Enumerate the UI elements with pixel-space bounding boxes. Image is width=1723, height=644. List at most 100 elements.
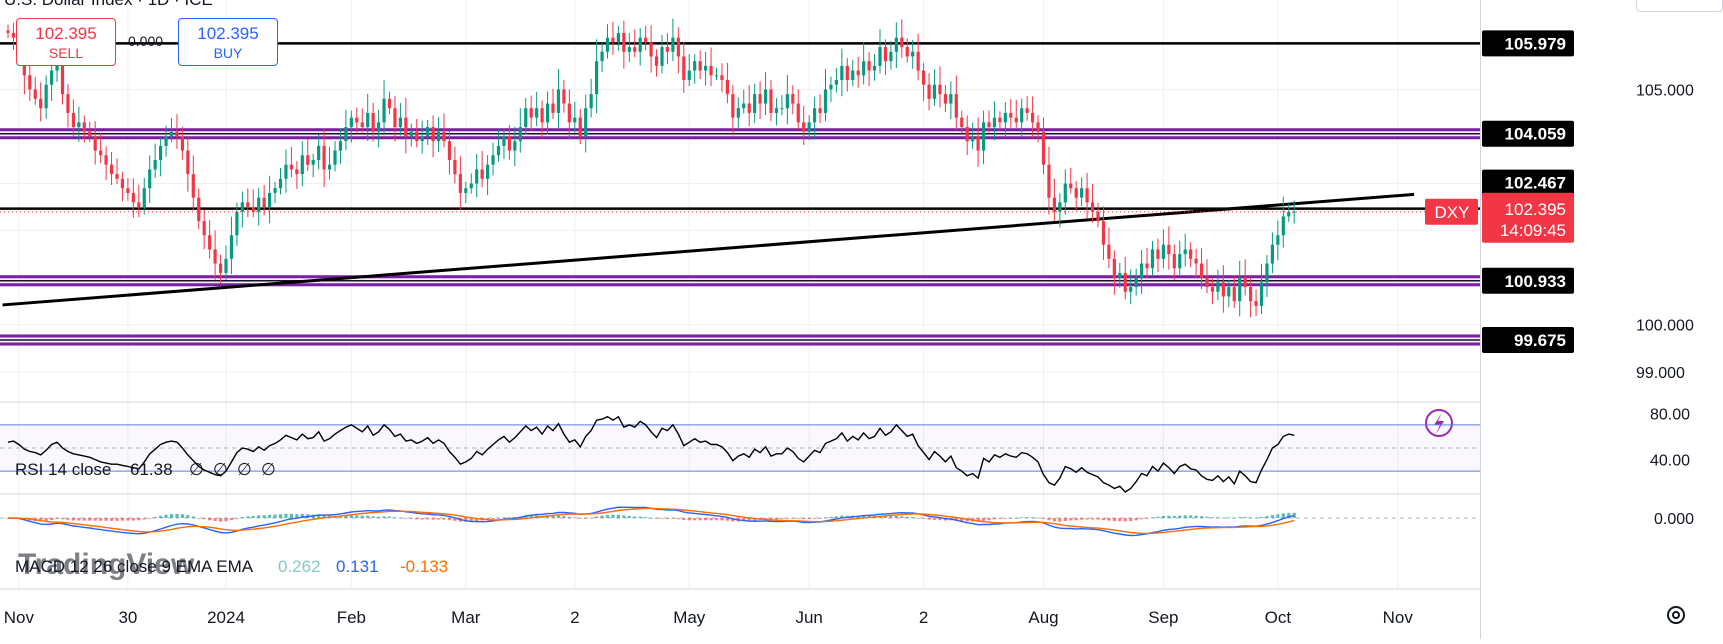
candle-body <box>1041 131 1046 165</box>
candle-body <box>246 202 250 208</box>
gear-icon[interactable] <box>1663 602 1689 628</box>
candle-body <box>687 70 691 80</box>
candle-body <box>540 108 544 123</box>
macd-hist-bar <box>164 514 168 518</box>
macd-hist-bar <box>284 513 288 518</box>
macd-hist-bar <box>447 518 452 521</box>
buy-button[interactable]: 102.395 BUY <box>178 18 278 66</box>
macd-hist-bar <box>1183 515 1187 518</box>
macd-label: MACD 12 26 close 9 EMA EMA <box>15 557 254 576</box>
macd-signal-line <box>8 507 1295 535</box>
macd-hist-bar <box>573 517 577 519</box>
macd-hist-bar <box>862 515 866 518</box>
candle-body <box>932 84 937 99</box>
level-price-label: 100.933 <box>1505 272 1566 291</box>
candle-body <box>1140 263 1144 278</box>
macd-hist-bar <box>66 518 70 520</box>
candle-body <box>218 263 223 273</box>
candle-body <box>529 108 533 118</box>
macd-hist-bar <box>387 516 392 518</box>
candle-body <box>1074 188 1078 198</box>
sell-button[interactable]: 102.395 SELL <box>16 18 116 66</box>
price-axis[interactable]: 105.000 100.000 99.000 80.00 40.00 0.000 <box>1481 0 1723 639</box>
time-axis[interactable]: Nov 30 2024 Feb Mar 2 May Jun 2 Aug Sep Oct Nov <box>4 608 1414 627</box>
macd-hist-bar <box>595 516 599 518</box>
tradingview-watermark: TradingView <box>18 548 195 581</box>
macd-hist-bar <box>246 516 250 518</box>
macd-hist-bar <box>317 514 321 518</box>
candle-body <box>676 37 680 57</box>
macd-hist-bar <box>137 518 141 521</box>
candle-body <box>164 136 168 146</box>
candle-body <box>1178 254 1182 269</box>
price-axis-bg <box>1481 0 1723 639</box>
macd-hist-bar <box>175 513 179 518</box>
candle-body <box>453 160 457 175</box>
level-price-label-extra: 102.467 <box>1505 174 1566 193</box>
candle-body <box>1249 287 1253 302</box>
candle-body <box>28 75 32 90</box>
candle-body <box>1058 202 1062 212</box>
macd-hist-bar <box>1210 517 1215 519</box>
macd-hist-bar <box>300 513 304 518</box>
candle-body <box>911 51 915 57</box>
candle-body <box>883 47 888 62</box>
price-tick: 99.000 <box>1636 365 1685 382</box>
candle-body <box>295 169 299 175</box>
time-tick: Oct <box>1265 608 1292 627</box>
candle-body <box>480 169 484 179</box>
macd-hist-bar <box>791 518 795 519</box>
candle-body <box>1118 272 1122 278</box>
macd-hist-bar <box>1014 517 1018 519</box>
macd-hist-bar <box>1140 518 1144 520</box>
candle-body <box>584 108 588 137</box>
macd-hist-bar <box>1129 518 1133 522</box>
macd-hist-bar <box>813 518 817 519</box>
candle-body <box>262 197 266 208</box>
candle-body <box>567 103 571 123</box>
candle-body <box>878 47 882 66</box>
macd-hist-bar <box>1107 518 1111 521</box>
candle-body <box>1221 282 1225 297</box>
macd-hist-bar <box>1281 513 1285 518</box>
candle-body <box>791 94 795 104</box>
candle-body <box>845 65 849 80</box>
candle-body <box>600 51 604 62</box>
candle-body <box>1199 263 1204 278</box>
macd-hist-bar <box>1123 518 1127 522</box>
macd-hist-bar <box>987 518 991 521</box>
candle-body <box>535 108 539 118</box>
candle-body <box>131 192 135 203</box>
macd-hist-bar <box>60 518 65 520</box>
trend-layer[interactable] <box>2 192 1415 307</box>
macd-hist-bar <box>649 517 653 519</box>
candle-body <box>1156 249 1160 259</box>
macd-hist-bar <box>55 518 59 520</box>
candle-body <box>371 112 375 132</box>
level-price-label-bg <box>1482 327 1574 353</box>
macd-hist-bar <box>922 518 926 519</box>
candle-body <box>823 89 828 113</box>
candle-body <box>987 122 991 128</box>
macd-hist-bar <box>436 518 441 520</box>
time-tick: 2 <box>570 608 579 627</box>
macd-hist-bar <box>976 518 980 522</box>
candle-body <box>513 141 517 151</box>
macd-hist-bar <box>1096 518 1100 520</box>
macd-hist-bar <box>780 518 784 520</box>
candle-body <box>33 89 37 99</box>
macd-hist-bar <box>960 518 964 522</box>
candle-body <box>1020 108 1024 123</box>
time-tick: Mar <box>451 608 481 627</box>
macd-hist-bar <box>698 518 702 521</box>
candle-body <box>99 150 103 156</box>
macd-hist-bar <box>584 518 588 519</box>
candle-body <box>1238 277 1242 302</box>
candle-body <box>240 202 244 212</box>
candle-body <box>398 117 402 128</box>
level-price-label: 105.979 <box>1505 34 1566 53</box>
time-tick: 2 <box>919 608 928 627</box>
macd-hist-bar <box>344 515 348 518</box>
